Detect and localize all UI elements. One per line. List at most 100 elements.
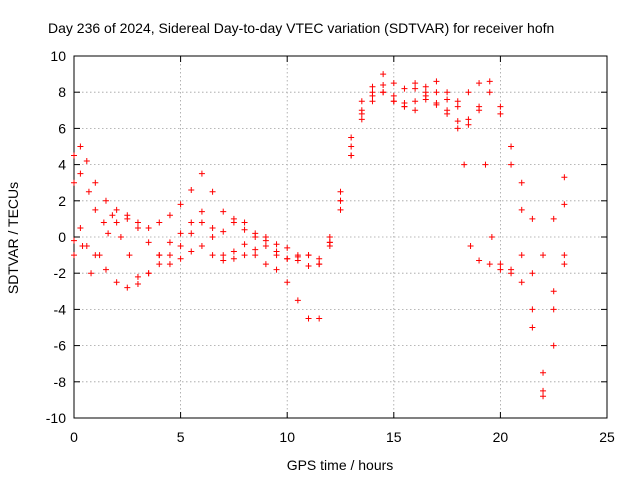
data-point — [102, 266, 109, 273]
y-tick-labels: -10 -8 -6 -4 -2 0 2 4 6 8 10 — [46, 48, 66, 426]
data-point — [305, 262, 312, 269]
data-point — [294, 252, 301, 259]
data-point — [198, 219, 205, 226]
chart-title: Day 236 of 2024, Sidereal Day-to-day VTE… — [48, 20, 554, 36]
data-point — [145, 224, 152, 231]
data-point — [134, 224, 141, 231]
data-point — [188, 230, 195, 237]
data-point — [444, 107, 451, 114]
data-point — [358, 98, 365, 105]
data-point — [124, 215, 131, 222]
data-point — [209, 188, 216, 195]
data-point — [508, 266, 515, 273]
data-point — [198, 170, 205, 177]
data-point — [177, 230, 184, 237]
data-point — [230, 255, 237, 262]
data-point — [422, 96, 429, 103]
data-point — [166, 261, 173, 268]
data-point — [252, 252, 259, 259]
data-point — [241, 241, 248, 248]
data-point — [252, 230, 259, 237]
data-point — [550, 288, 557, 295]
data-point — [540, 387, 547, 394]
data-point — [444, 96, 451, 103]
data-point — [369, 98, 376, 105]
data-point — [124, 284, 131, 291]
y-tick-label: 0 — [58, 229, 66, 245]
data-point — [102, 197, 109, 204]
tick-marks — [73, 55, 608, 419]
data-point — [337, 188, 344, 195]
data-point — [390, 98, 397, 105]
data-point — [422, 83, 429, 90]
data-point — [433, 78, 440, 85]
series-track-4 — [71, 81, 568, 376]
data-point — [561, 174, 568, 181]
data-point — [348, 152, 355, 159]
data-point — [305, 315, 312, 322]
y-axis-label: SDTVAR / TECUs — [5, 182, 21, 294]
data-point — [113, 219, 120, 226]
data-point — [109, 212, 116, 219]
data-point — [390, 92, 397, 99]
data-point — [71, 237, 77, 244]
x-tick-label: 5 — [177, 429, 185, 445]
data-point — [209, 224, 216, 231]
data-point — [454, 125, 461, 132]
data-point — [497, 103, 504, 110]
data-point — [540, 369, 547, 376]
data-point — [550, 342, 557, 349]
data-point — [461, 161, 468, 168]
data-point — [273, 248, 280, 255]
data-point — [92, 206, 99, 213]
data-point — [476, 103, 483, 110]
data-point — [88, 270, 95, 277]
data-point — [262, 234, 269, 240]
data-point — [497, 266, 504, 273]
data-point — [134, 281, 141, 288]
data-point — [380, 71, 387, 78]
data-point — [444, 89, 451, 96]
data-point — [262, 261, 269, 268]
data-point — [100, 219, 107, 226]
data-point — [305, 252, 312, 259]
x-axis-label: GPS time / hours — [287, 457, 394, 473]
data-point — [497, 261, 504, 268]
data-point — [433, 89, 440, 96]
data-point — [156, 261, 163, 268]
data-point — [177, 243, 184, 250]
data-point — [85, 188, 92, 195]
data-point — [177, 255, 184, 262]
y-tick-label: -10 — [46, 410, 66, 426]
data-point — [113, 279, 120, 286]
data-point — [284, 244, 291, 251]
data-point — [105, 230, 112, 237]
data-point — [508, 143, 515, 150]
data-point — [369, 92, 376, 99]
data-point — [518, 279, 525, 286]
data-point — [113, 206, 120, 213]
data-point — [326, 239, 333, 246]
data-point — [529, 324, 536, 331]
data-point — [230, 248, 237, 255]
y-tick-label: -6 — [54, 338, 67, 354]
data-point — [134, 219, 141, 226]
series-track-2 — [71, 89, 568, 394]
data-point — [166, 252, 173, 259]
data-point — [476, 257, 483, 264]
data-point — [209, 234, 216, 240]
y-tick-label: 6 — [58, 120, 66, 136]
data-point — [77, 143, 84, 150]
data-point — [316, 261, 323, 268]
data-point — [209, 252, 216, 259]
data-point — [550, 306, 557, 313]
data-point — [454, 98, 461, 105]
data-point — [220, 228, 227, 235]
data-point — [273, 241, 280, 248]
data-point — [433, 100, 440, 107]
data-point — [390, 80, 397, 87]
x-tick-label: 0 — [70, 429, 78, 445]
data-point — [380, 89, 387, 96]
series-track-1 — [71, 71, 568, 268]
data-point — [166, 239, 173, 246]
